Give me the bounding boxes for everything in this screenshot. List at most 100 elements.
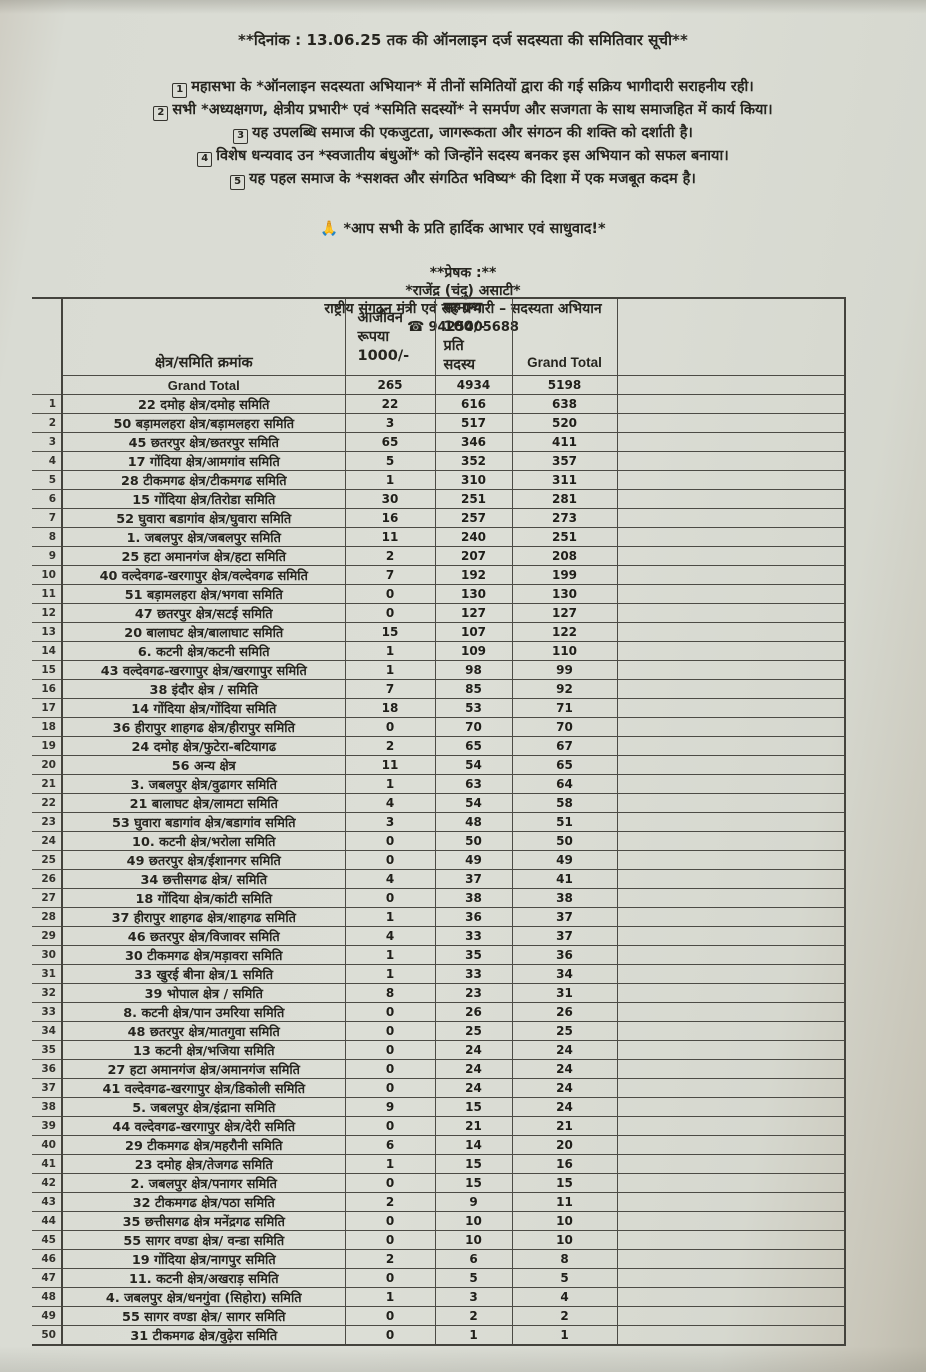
- empty-cell: [616, 394, 846, 414]
- table-row: 37 41 वल्देवगढ-खरगापुर क्षेत्र/डिकोली समि…: [32, 1078, 846, 1098]
- lifetime-count-cell: 0: [344, 1268, 436, 1288]
- grand-total-cell: 130: [511, 584, 618, 604]
- lifetime-count-cell: 0: [344, 1306, 436, 1326]
- grand-total-cell: 10: [511, 1230, 618, 1250]
- serial-cell: 2: [32, 413, 62, 433]
- general-count-cell: 6: [434, 1249, 513, 1269]
- column-header-empty: [616, 297, 846, 376]
- region-committee-cell: 47 छतरपुर क्षेत्र/सटई समिति: [61, 603, 346, 623]
- table-row: 30 30 टीकमगढ क्षेत्र/मड़ावरा समिति 1 35 36: [32, 945, 846, 965]
- grand-total-cell: 110: [511, 641, 618, 661]
- column-header-lifetime-1000: आजीवन रूपया 1000/-: [344, 297, 436, 376]
- serial-cell: 18: [32, 717, 62, 737]
- lifetime-count-cell: 16: [344, 508, 436, 528]
- grand-total-cell: 281: [511, 489, 618, 509]
- region-committee-cell: 33 खुरई बीना क्षेत्र/1 समिति: [61, 964, 346, 984]
- grand-total-cell: 4: [511, 1287, 618, 1307]
- lifetime-count-cell: 1: [344, 641, 436, 661]
- empty-cell: [616, 1059, 846, 1079]
- region-committee-cell: 52 घुवारा बडागांव क्षेत्र/घुवारा समिति: [61, 508, 346, 528]
- empty-cell: [616, 679, 846, 699]
- region-committee-cell: 22 दमोह क्षेत्र/दमोह समिति: [61, 394, 346, 414]
- empty-cell: [616, 527, 846, 547]
- empty-cell: [616, 736, 846, 756]
- numbered-badge-icon: 2: [153, 105, 169, 121]
- general-count-cell: 15: [434, 1154, 513, 1174]
- point-item: 2 सभी *अध्यक्षगण, क्षेत्रीय प्रभारी* एवं …: [0, 99, 926, 122]
- empty-cell: [616, 1306, 846, 1326]
- membership-table-wrapper: क्षेत्र/समिति क्रमांक आजीवन रूपया 1000/-…: [32, 297, 846, 1346]
- region-committee-cell: 30 टीकमगढ क्षेत्र/मड़ावरा समिति: [61, 945, 346, 965]
- region-committee-cell: 10. कटनी क्षेत्र/भरोला समिति: [61, 831, 346, 851]
- table-row: 27 18 गोंदिया क्षेत्र/कांटी समिति 0 38 38: [32, 888, 846, 908]
- table-row: 49 55 सागर वण्डा क्षेत्र/ सागर समिति 0 2 2: [32, 1306, 846, 1326]
- lifetime-count-cell: 8: [344, 983, 436, 1003]
- table-row: 16 38 इंदौर क्षेत्र / समिति 7 85 92: [32, 679, 846, 699]
- region-committee-cell: 15 गोंदिया क्षेत्र/तिरोडा समिति: [61, 489, 346, 509]
- grand-total-cell: 10: [511, 1211, 618, 1231]
- grand-total-general: 4934: [434, 375, 513, 395]
- region-committee-cell: 51 बड़ामलहरा क्षेत्र/भगवा समिति: [61, 584, 346, 604]
- region-committee-cell: 2. जबलपुर क्षेत्र/पनागर समिति: [61, 1173, 346, 1193]
- empty-cell: [616, 1249, 846, 1269]
- lifetime-count-cell: 0: [344, 1230, 436, 1250]
- region-committee-cell: 4. जबलपुर क्षेत्र/धनगुंवा (सिहोरा) समिति: [61, 1287, 346, 1307]
- grand-total-cell: 92: [511, 679, 618, 699]
- empty-cell: [616, 622, 846, 642]
- region-committee-cell: 56 अन्य क्षेत्र: [61, 755, 346, 775]
- grand-total-cell: 99: [511, 660, 618, 680]
- general-count-cell: 38: [434, 888, 513, 908]
- serial-cell: 9: [32, 546, 62, 566]
- region-committee-cell: 17 गोंदिया क्षेत्र/आमगांव समिति: [61, 451, 346, 471]
- serial-cell: 28: [32, 907, 62, 927]
- region-committee-cell: 29 टीकमगढ क्षेत्र/महरौनी समिति: [61, 1135, 346, 1155]
- table-row: 5 28 टीकमगढ क्षेत्र/टीकमगढ समिति 1 310 311: [32, 470, 846, 490]
- general-count-cell: 21: [434, 1116, 513, 1136]
- region-committee-cell: 32 टीकमगढ क्षेत्र/पठा समिति: [61, 1192, 346, 1212]
- lifetime-count-cell: 0: [344, 888, 436, 908]
- grand-total-cell: 5: [511, 1268, 618, 1288]
- region-committee-cell: 40 वल्देवगढ-खरगापुर क्षेत्र/वल्देवगढ समि…: [61, 565, 346, 585]
- lifetime-count-cell: 4: [344, 793, 436, 813]
- serial-cell: 7: [32, 508, 62, 528]
- grand-total-cell: 50: [511, 831, 618, 851]
- empty-cell: [616, 907, 846, 927]
- region-committee-cell: 55 सागर वण्डा क्षेत्र/ वन्डा समिति: [61, 1230, 346, 1250]
- table-row: 28 37 हीरापुर शाहगढ क्षेत्र/शाहगढ समिति 1 3…: [32, 907, 846, 927]
- general-count-cell: 616: [434, 394, 513, 414]
- lifetime-count-cell: 1: [344, 1154, 436, 1174]
- point-text: यह पहल समाज के *सशक्त और संगठित भविष्य* …: [249, 171, 696, 187]
- region-committee-cell: 18 गोंदिया क्षेत्र/कांटी समिति: [61, 888, 346, 908]
- lifetime-count-cell: 0: [344, 850, 436, 870]
- general-count-cell: 54: [434, 793, 513, 813]
- empty-cell: [616, 793, 846, 813]
- general-count-cell: 107: [434, 622, 513, 642]
- general-count-cell: 54: [434, 755, 513, 775]
- empty-cell: [616, 1287, 846, 1307]
- lifetime-count-cell: 65: [344, 432, 436, 452]
- general-count-cell: 48: [434, 812, 513, 832]
- serial-cell: 23: [32, 812, 62, 832]
- serial-cell: 40: [32, 1135, 62, 1155]
- grand-total-cell: 70: [511, 717, 618, 737]
- thanks-text: *आप सभी के प्रति हार्दिक आभार एवं साधुवा…: [343, 221, 606, 237]
- region-committee-cell: 28 टीकमगढ क्षेत्र/टीकमगढ समिति: [61, 470, 346, 490]
- serial-cell: 32: [32, 983, 62, 1003]
- grand-total-cell: 21: [511, 1116, 618, 1136]
- grand-total-cell: 25: [511, 1021, 618, 1041]
- table-row: 15 43 वल्देवगढ-खरगापुर क्षेत्र/खरगापुर सम…: [32, 660, 846, 680]
- table-row: 19 24 दमोह क्षेत्र/फुटेरा-बटियागढ 2 65 67: [32, 736, 846, 756]
- serial-cell: 8: [32, 527, 62, 547]
- serial-cell: 5: [32, 470, 62, 490]
- serial-cell: [32, 375, 62, 395]
- empty-cell: [616, 1021, 846, 1041]
- general-count-cell: 23: [434, 983, 513, 1003]
- table-row: 22 21 बालाघट क्षेत्र/लामटा समिति 4 54 58: [32, 793, 846, 813]
- lifetime-count-cell: 3: [344, 413, 436, 433]
- grand-total-cell: 11: [511, 1192, 618, 1212]
- point-item: 4 विशेष धन्यवाद उन *स्वजातीय बंधुओं* को ज…: [0, 145, 926, 168]
- lifetime-count-cell: 2: [344, 1249, 436, 1269]
- grand-total-cell: 24: [511, 1097, 618, 1117]
- empty-cell: [616, 983, 846, 1003]
- table-row: 39 44 वल्देवगढ-खरगापुर क्षेत्र/देरी समिति…: [32, 1116, 846, 1136]
